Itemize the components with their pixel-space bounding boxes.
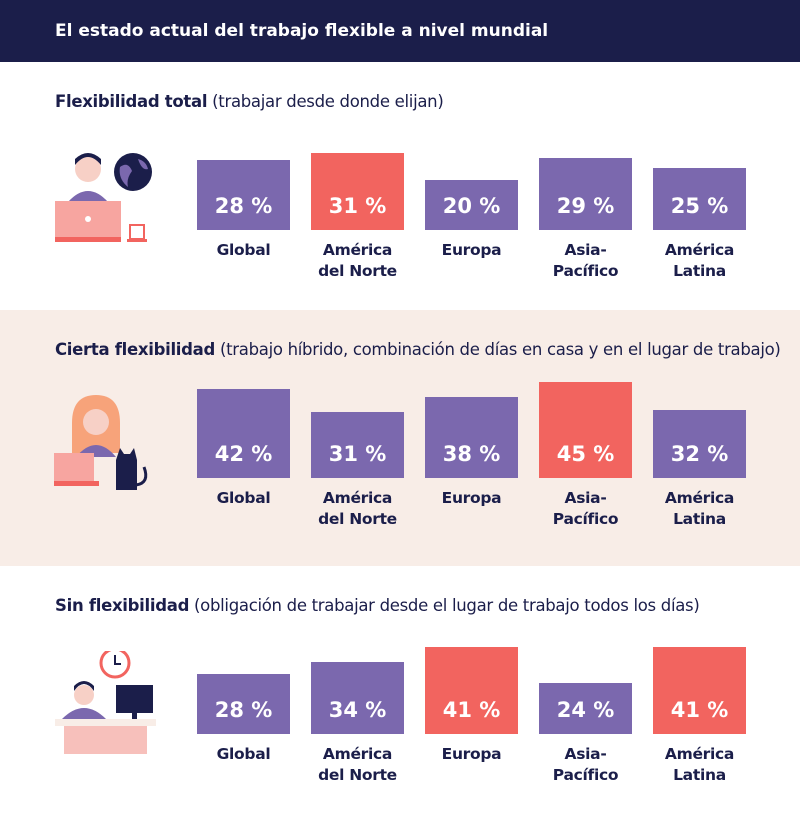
value-label: 29 %: [556, 194, 615, 218]
category-label: Global: [216, 241, 271, 259]
category-label: Asia-Pacífico: [552, 241, 619, 280]
value-label: 34 %: [328, 698, 387, 722]
bar: [539, 382, 632, 478]
bar: [539, 157, 632, 230]
value-label: 41 %: [670, 698, 729, 722]
header-title: El estado actual del trabajo flexible a …: [0, 0, 800, 62]
value-label: 31 %: [328, 194, 387, 218]
bar: [197, 674, 290, 734]
title: Flexibilidad total: [55, 92, 208, 111]
category-label: América del Norte: [318, 489, 397, 528]
title: Sin flexibilidad: [55, 596, 190, 615]
panel-title: Sin flexibilidad (obligación de trabajar…: [55, 596, 700, 615]
panel: Flexibilidad total (trabajar desde donde…: [0, 62, 800, 310]
value-label: 32 %: [670, 442, 729, 466]
icon: [54, 395, 148, 490]
value-label: 24 %: [556, 698, 615, 722]
bar: [425, 180, 518, 230]
subtitle: (obligación de trabajar desde el lugar d…: [194, 596, 700, 615]
panel: Sin flexibilidad (obligación de trabajar…: [0, 566, 800, 820]
bar: [653, 646, 746, 734]
value-label: 28 %: [214, 698, 273, 722]
bar: [311, 661, 404, 734]
icon: [55, 651, 156, 754]
category-label: Global: [216, 745, 271, 763]
category-label: América Latina: [664, 489, 735, 528]
category-label: Asia-Pacífico: [552, 745, 619, 784]
value-label: 41 %: [442, 698, 501, 722]
category-label: América Latina: [664, 745, 735, 784]
bar: [425, 646, 518, 734]
bar: [311, 412, 404, 478]
category-label: América Latina: [664, 241, 735, 280]
bar: [653, 409, 746, 478]
icon: [55, 153, 152, 242]
panel: Cierta flexibilidad (trabajo híbrido, co…: [0, 310, 800, 566]
title: Cierta flexibilidad: [55, 340, 216, 359]
panel-title: Flexibilidad total (trabajar desde donde…: [55, 92, 444, 111]
panel-title: Cierta flexibilidad (trabajo híbrido, co…: [55, 340, 781, 359]
value-label: 31 %: [328, 442, 387, 466]
bar: [197, 388, 290, 478]
bar: [425, 397, 518, 478]
value-label: 38 %: [442, 442, 501, 466]
category-label: Global: [216, 489, 271, 507]
category-label: Europa: [441, 745, 502, 763]
bar: [539, 682, 632, 734]
value-label: 28 %: [214, 194, 273, 218]
subtitle: (trabajar desde donde elijan): [212, 92, 444, 111]
bar: [197, 160, 290, 230]
category-label: Europa: [441, 489, 502, 507]
subtitle: (trabajo híbrido, combinación de días en…: [219, 340, 781, 359]
value-label: 20 %: [442, 194, 501, 218]
category-label: América del Norte: [318, 745, 397, 784]
value-label: 25 %: [670, 194, 729, 218]
value-label: 45 %: [556, 442, 615, 466]
category-label: Europa: [441, 241, 502, 259]
category-label: América del Norte: [318, 241, 397, 280]
value-label: 42 %: [214, 442, 273, 466]
bar: [311, 152, 404, 230]
category-label: Asia-Pacífico: [552, 489, 619, 528]
bar: [653, 167, 746, 230]
